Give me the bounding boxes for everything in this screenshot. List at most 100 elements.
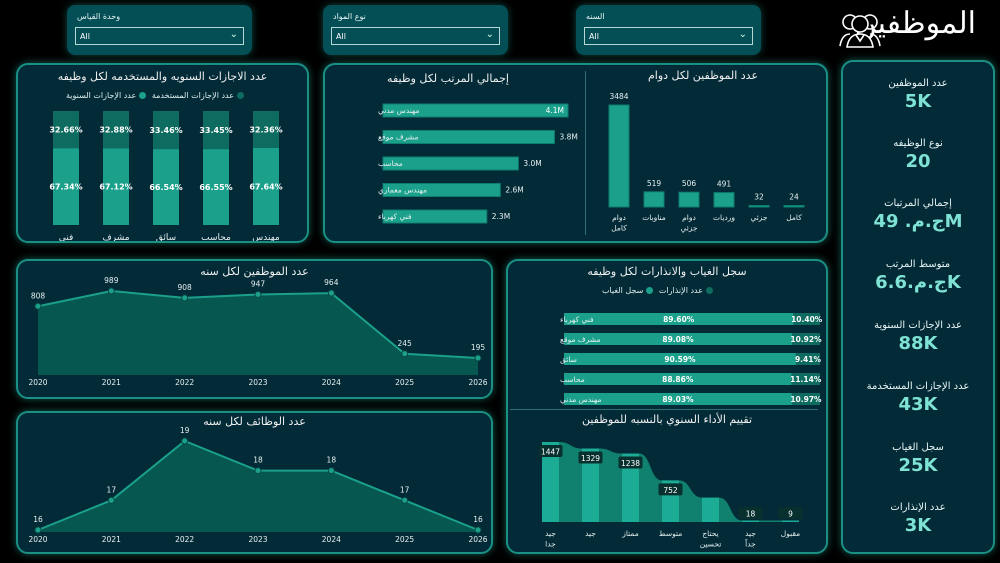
kpi-label: نوع الوظيفه xyxy=(893,138,943,149)
data-label-bg xyxy=(618,456,643,469)
data-label: 195 xyxy=(471,343,486,352)
slicer-year-label: السنه xyxy=(586,12,605,21)
employees-icon xyxy=(839,14,881,48)
bar-segment-warnings xyxy=(793,313,820,325)
data-label: 32 xyxy=(754,193,764,202)
bar-segment-used xyxy=(103,111,129,149)
bar xyxy=(783,205,805,208)
legend-label: عدد الإنذارات xyxy=(658,286,703,295)
category-label: فني كهرباء xyxy=(560,315,594,324)
bar xyxy=(748,205,770,208)
data-point xyxy=(474,354,482,362)
data-label: 66.55% xyxy=(199,183,232,192)
chevron-down-icon: ⌄ xyxy=(229,29,238,40)
area-fill xyxy=(38,291,478,375)
slicer-material: نوع المواد All ⌄ xyxy=(323,5,508,55)
chart-title: عدد الاجازات السنويه والمستخدمه لكل وظيف… xyxy=(57,70,268,83)
bar xyxy=(643,191,665,208)
bar-segment-annual xyxy=(103,148,129,225)
bar-segment-used xyxy=(253,111,279,148)
bar xyxy=(678,191,700,208)
chart-title: عدد الوظائف لكل سنه xyxy=(203,415,306,428)
slicer-year-dropdown[interactable]: All ⌄ xyxy=(584,27,753,45)
data-point xyxy=(327,467,335,475)
legend-item: عدد الإجازات المستخدمة xyxy=(152,91,247,100)
absence-and-performance-panel: سجل الغياب والانذارات لكل وظيفه عدد الإن… xyxy=(506,259,828,554)
data-point xyxy=(254,467,262,475)
data-point xyxy=(254,291,262,299)
data-point xyxy=(107,287,115,295)
slicer-material-dropdown[interactable]: All ⌄ xyxy=(331,27,500,45)
bar-segment-used xyxy=(53,111,79,149)
slicer-unit-dropdown[interactable]: All ⌄ xyxy=(75,27,244,45)
bar-segment-annual xyxy=(53,148,79,225)
data-label: 1447 xyxy=(541,448,560,457)
slicer-unit-value: All xyxy=(80,32,90,41)
x-tick-label: 2023 xyxy=(248,378,267,387)
category-label: ممتاز xyxy=(621,529,639,538)
bar xyxy=(608,104,630,208)
category-label: مقبول xyxy=(781,529,800,538)
chart-title: عدد الموظفين لكل دوام xyxy=(647,69,759,82)
bar xyxy=(382,130,555,144)
slicer-year-value: All xyxy=(589,32,599,41)
legend-dot xyxy=(139,92,147,99)
data-label: 18 xyxy=(253,456,263,465)
category-label: مهندس مدني xyxy=(560,395,602,404)
category-label: محاسب xyxy=(201,233,231,241)
data-label: 808 xyxy=(31,291,46,300)
chevron-down-icon: ⌄ xyxy=(485,29,494,40)
kpi-value: ج.م.6.6K xyxy=(875,272,961,293)
category-label: فني xyxy=(59,233,74,241)
bar-segment-absence xyxy=(564,393,792,405)
ribbon-bar xyxy=(702,497,719,522)
legend-item: سجل الغياب xyxy=(602,286,656,295)
category-label: مشرف xyxy=(102,233,129,241)
employees-area-chart: 808 2020 989 2021 908 2022 947 2023 964 2024 245 20… xyxy=(28,276,487,387)
salary-bar-chart: مهندس مدني 4.1M مشرف موقع 3.8M محاسب 3.0M مهند… xyxy=(378,103,578,224)
data-label: 989 xyxy=(104,276,119,285)
legend-dot xyxy=(706,287,713,294)
kpi-label: سجل الغياب xyxy=(892,442,944,453)
data-label: 3.8M xyxy=(559,133,577,142)
bar xyxy=(382,183,501,197)
kpi-label: إجمالي المرتبات xyxy=(884,198,952,209)
category-label: مهندس xyxy=(252,233,280,241)
data-label: 24 xyxy=(789,193,799,202)
ribbon-bar xyxy=(542,442,559,522)
kpi-job-types: نوع الوظيفه 20 xyxy=(843,138,993,172)
chevron-down-icon: ⌄ xyxy=(738,29,747,40)
chart-title: عدد الموظفين لكل سنه xyxy=(200,265,309,278)
data-label: 67.12% xyxy=(99,183,132,192)
x-tick-label: 2021 xyxy=(102,378,121,387)
kpi-used-leave: عدد الإجازات المستخدمة 43K xyxy=(843,381,993,415)
bar-segment-absence xyxy=(564,313,794,325)
ribbon-bar xyxy=(582,448,599,522)
category-label: مهندس مدني xyxy=(378,106,420,115)
leave-stacked-chart: 32.66%67.34%فنيكهرباء32.88%67.12%مشرفموق… xyxy=(49,111,283,241)
data-label-bg xyxy=(778,507,803,519)
category-label: فني كهرباء xyxy=(378,212,412,221)
data-label: 32.66% xyxy=(49,126,82,135)
category-label: مشرف موقع xyxy=(560,335,600,344)
x-tick-label: 2020 xyxy=(28,378,47,387)
bar-segment-annual xyxy=(203,149,229,225)
data-label: 10.92% xyxy=(790,335,822,344)
shift-column-chart: 3484 دوام كامل 519 مناوبات 506 دوام جزئي 491 وردي… xyxy=(608,92,805,233)
data-label: 1329 xyxy=(581,454,600,463)
x-tick-label: 2026 xyxy=(468,535,487,544)
category-label: متوسط xyxy=(659,529,683,538)
data-label: 2.6M xyxy=(505,186,523,195)
bar-segment-warnings xyxy=(795,353,820,365)
jobs-per-year-panel: عدد الوظائف لكل سنه 16 2020 17 2021 19 2022 18… xyxy=(16,411,493,554)
bar-segment-absence xyxy=(564,353,796,365)
data-label: 17 xyxy=(400,485,410,494)
x-tick-label: 2024 xyxy=(322,378,341,387)
category-label: يحتاج xyxy=(702,529,718,538)
bar xyxy=(382,156,519,171)
bar-segment-warnings xyxy=(791,393,820,405)
data-label: 11.14% xyxy=(790,375,822,384)
data-label: 89.60% xyxy=(663,315,695,324)
slicer-material-value: All xyxy=(336,32,346,41)
kpi-value: 20 xyxy=(905,151,931,172)
